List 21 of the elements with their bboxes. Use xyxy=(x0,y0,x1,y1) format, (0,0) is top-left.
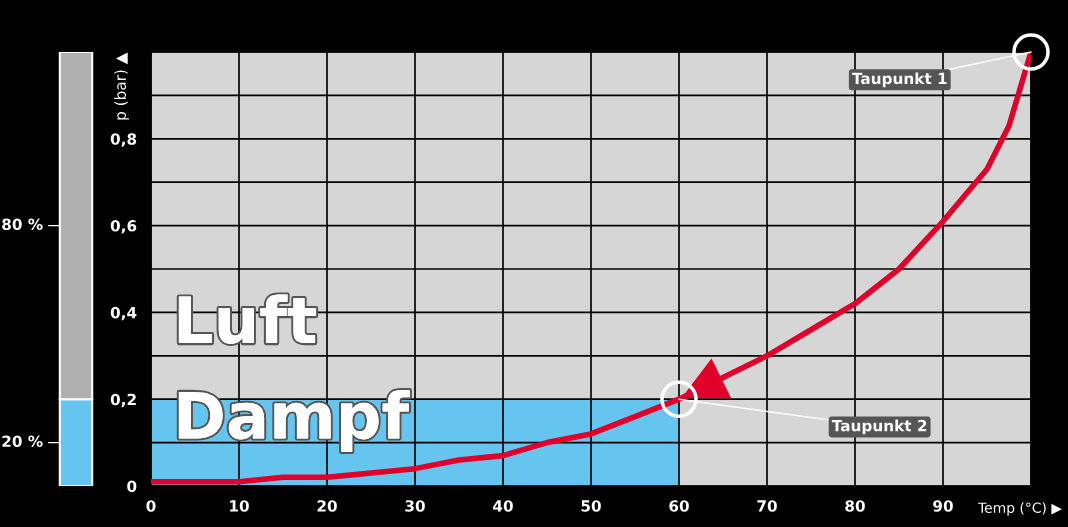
x-tick-label: 70 xyxy=(757,500,777,512)
y-tick-label: 0,6 xyxy=(110,220,137,234)
x-tick-label: 90 xyxy=(933,500,953,512)
y-axis-title: p (bar) ▲ xyxy=(114,52,129,120)
annotation: Taupunkt 2 xyxy=(831,419,927,435)
y-tick-label: 0,8 xyxy=(110,133,137,147)
data-label: 20 % xyxy=(2,435,43,448)
x-tick-label: 20 xyxy=(317,500,337,512)
x-tick-label: 30 xyxy=(405,500,425,512)
y-tick-label: 0 xyxy=(127,480,137,493)
x-axis-title: Temp (°C) ▶ xyxy=(977,502,1062,516)
x-tick-label: 0 xyxy=(146,500,156,512)
data-label: 80 % xyxy=(2,218,43,231)
y-tick-label: 0,4 xyxy=(110,306,137,321)
x-tick-label: 40 xyxy=(493,500,513,512)
y-tick-label: 0,2 xyxy=(110,393,136,408)
x-tick-label: 60 xyxy=(669,500,689,512)
annotation: Taupunkt 1 xyxy=(852,72,947,88)
x-tick-label: 80 xyxy=(845,500,865,512)
x-tick-label: 10 xyxy=(230,500,249,512)
x-tick-label: 50 xyxy=(581,500,601,512)
